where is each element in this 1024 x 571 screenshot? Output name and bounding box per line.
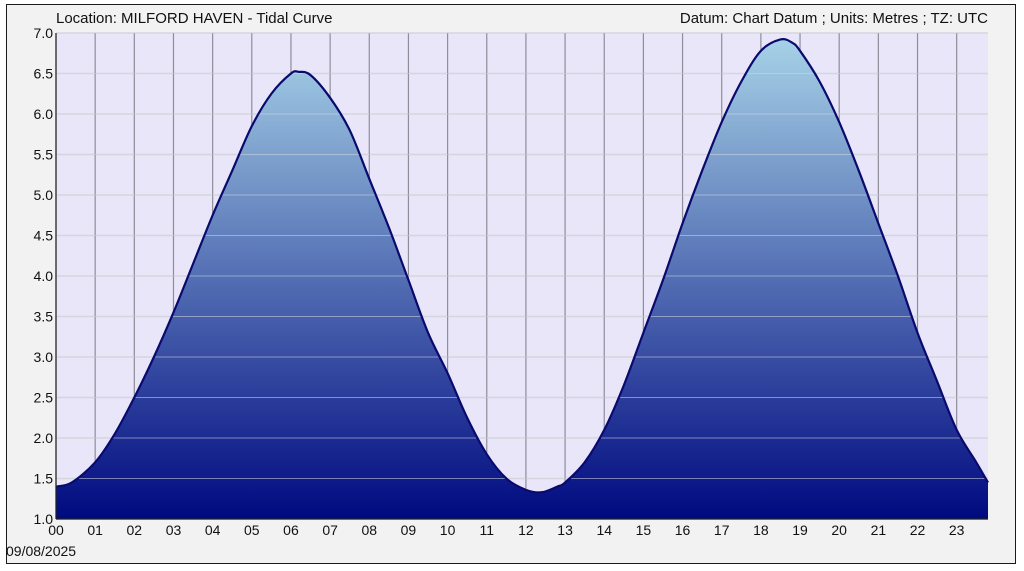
datum-info: Datum: Chart Datum ; Units: Metres ; TZ:… (680, 10, 988, 27)
x-tick-label: 23 (949, 522, 965, 538)
y-tick-label: 5.5 (34, 147, 54, 163)
y-tick-label: 7.0 (34, 25, 54, 41)
x-tick-label: 19 (792, 522, 808, 538)
x-tick-label: 14 (596, 522, 612, 538)
tide-area-layer (55, 32, 989, 520)
x-tick-label: 18 (753, 522, 769, 538)
x-tick-label: 08 (361, 522, 377, 538)
date-label: 09/08/2025 (6, 543, 76, 559)
y-tick-label: 1.0 (34, 511, 54, 527)
location-title: Location: MILFORD HAVEN - Tidal Curve (56, 10, 332, 27)
y-tick-label: 3.5 (34, 309, 54, 325)
x-tick-label: 22 (910, 522, 926, 538)
y-tick-label: 6.0 (34, 106, 54, 122)
tide-area (56, 39, 988, 520)
x-tick-label: 09 (401, 522, 417, 538)
x-tick-label: 15 (636, 522, 652, 538)
tide-curve-line (55, 38, 989, 494)
x-tick-label: 16 (675, 522, 691, 538)
x-tick-label: 21 (871, 522, 887, 538)
y-tick-label: 4.0 (34, 268, 54, 284)
x-tick-label: 17 (714, 522, 730, 538)
x-tick-label: 13 (557, 522, 573, 538)
x-tick-label: 07 (322, 522, 338, 538)
y-tick-label: 1.5 (34, 471, 54, 487)
y-tick-label: 4.5 (34, 228, 54, 244)
x-tick-label: 02 (127, 522, 143, 538)
x-tick-label: 03 (166, 522, 182, 538)
y-tick-label: 2.0 (34, 430, 54, 446)
x-tick-label: 11 (479, 522, 494, 538)
y-tick-label: 6.5 (34, 66, 54, 82)
x-tick-label: 05 (244, 522, 260, 538)
y-tick-label: 5.0 (34, 187, 54, 203)
y-tick-label: 3.0 (34, 349, 54, 365)
axes: 1.0 1.5 2.0 2.5 3.0 3.5 4.0 4.5 5.0 5.5 6.0 6.5 7.0 0… (34, 25, 988, 538)
x-tick-label: 01 (87, 522, 103, 538)
x-tick-label: 10 (440, 522, 456, 538)
x-tick-label: 12 (518, 522, 534, 538)
y-tick-label: 2.5 (34, 390, 54, 406)
x-tick-label: 06 (283, 522, 299, 538)
x-tick-label: 04 (205, 522, 221, 538)
x-tick-label: 20 (831, 522, 847, 538)
x-tick-label: 00 (48, 522, 64, 538)
